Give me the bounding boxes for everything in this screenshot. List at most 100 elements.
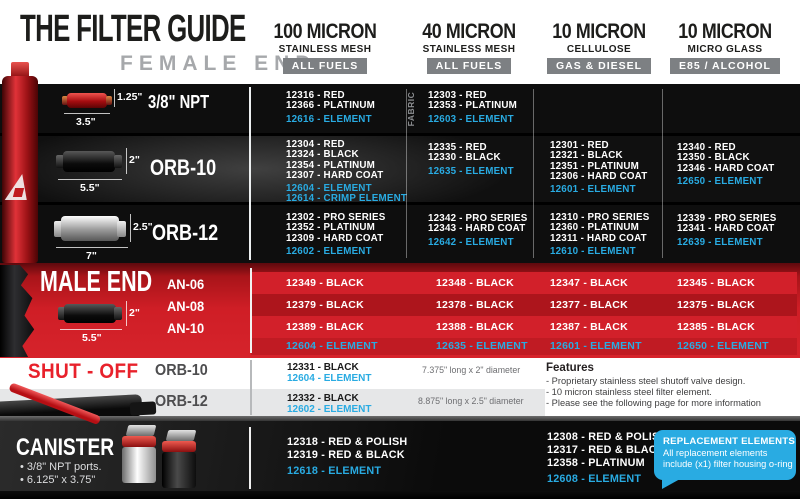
label-column-divider [250, 360, 252, 415]
pline: 12339 - PRO SERIES [677, 213, 777, 224]
element-list: 12635 - ELEMENT [428, 166, 548, 177]
mpart: 12348 - BLACK [436, 277, 514, 289]
canister-bracket [165, 430, 197, 441]
dimension-line [56, 247, 128, 248]
fuel-badge: ALL FUELS [282, 58, 368, 74]
male-parts-column: 12347 - BLACK 12377 - BLACK 12387 - BLACK … [550, 272, 700, 355]
male-end-section: MALE END AN-06 AN-08 AN-10 2" 5.5" 12349… [0, 263, 800, 358]
mpart: 12385 - BLACK [677, 321, 755, 333]
mpart: 12378 - BLACK [436, 299, 514, 311]
part-list: 12301 - RED 12321 - BLACK 12351 - PLATINUM… [550, 140, 675, 182]
element-list: 12616 - ELEMENT [286, 114, 426, 125]
feat-line: - Proprietary stainless steel shutoff va… [546, 376, 746, 386]
cpart: 12319 - RED & BLACK [287, 449, 405, 461]
filter-illustration-black [58, 304, 122, 323]
element-line: 12650 - ELEMENT [677, 340, 769, 352]
pline: 12302 - PRO SERIES [286, 212, 386, 223]
canister-photo-silver [122, 425, 157, 483]
row-label-npt: 3/8" NPT [148, 92, 210, 112]
part-list: 12340 - RED 12350 - BLACK 12346 - HARD COA… [677, 142, 797, 174]
parts-cell: 12340 - RED 12350 - BLACK 12346 - HARD COA… [677, 142, 797, 187]
filter-illustration-black [56, 151, 122, 172]
label-column-divider [250, 268, 252, 353]
eline: 12650 - ELEMENT [677, 175, 763, 187]
replacement-elements-callout: REPLACEMENT ELEMENTS All replacement ele… [654, 430, 796, 489]
part-list: 12308 - RED & POLISH 12317 - RED & BLACK 1… [547, 431, 717, 470]
element-list: 12650 - ELEMENT [677, 175, 797, 187]
dim-length: 5.5" [80, 182, 100, 194]
eline: 12603 - ELEMENT [428, 113, 514, 125]
eline: 12610 - ELEMENT [550, 245, 636, 257]
part-list: 12339 - PRO SERIES 12341 - HARD COAT [677, 213, 797, 235]
mpart: 12389 - BLACK [286, 321, 364, 333]
parts-cell: 12339 - PRO SERIES 12341 - HARD COAT 1263… [677, 213, 797, 248]
row-stripe-an08 [251, 294, 797, 316]
pline: 12306 - HARD COAT [550, 170, 648, 182]
column-divider [406, 89, 407, 258]
parts-cell: 12301 - RED 12321 - BLACK 12351 - PLATINUM… [550, 140, 675, 196]
eline: 12601 - ELEMENT [550, 184, 636, 196]
micron-label: 10 MICRON [678, 20, 772, 43]
pline: 12360 - PLATINUM [550, 222, 640, 234]
pline: 12342 - PRO SERIES [428, 213, 528, 224]
shut-off-section: SHUT - OFF ORB-10 12331 - BLACK 12604 - … [0, 358, 800, 426]
pline: 12304 - RED [286, 139, 345, 150]
parts-cell: 12302 - PRO SERIES 12352 - PLATINUM 12309 … [286, 212, 426, 257]
part-list: 12345 - BLACK 12375 - BLACK 12385 - BLACK [677, 272, 800, 338]
part-line: 12332 - BLACK [287, 393, 359, 404]
pline: 12311 - HARD COAT [550, 232, 647, 244]
parts-cell: 12335 - RED 12330 - BLACK 12635 - ELEMENT [428, 142, 548, 177]
element-line: 12604 - ELEMENT [287, 373, 372, 384]
element-line: 12602 - ELEMENT [287, 404, 372, 415]
pline: 12321 - BLACK [550, 150, 623, 162]
part-list: 12302 - PRO SERIES 12352 - PLATINUM 12309 … [286, 212, 426, 244]
row-orb10: 2" 5.5" ORB-10 12304 - RED 12324 - BLACK 1… [0, 136, 800, 205]
dimension-text: 7.375" long x 2" diameter [422, 365, 521, 375]
element-list: 12601 - ELEMENT [550, 184, 675, 196]
media-label: MICRO GLASS [687, 44, 763, 55]
column-divider [533, 89, 534, 258]
row-label-orb10: ORB-10 [155, 362, 208, 379]
mpart: 12345 - BLACK [677, 277, 755, 289]
pline: 12301 - RED [550, 140, 609, 151]
pline: 12324 - BLACK [286, 149, 359, 161]
an-fitting-photo [0, 265, 35, 357]
pline: 12309 - HARD COAT [286, 232, 384, 244]
male-end-heading: MALE END [40, 266, 153, 298]
row-stripe-elements [251, 338, 797, 355]
parts-cell: 12310 - PRO SERIES 12360 - PLATINUM 12311 … [550, 212, 675, 257]
shutoff-valve-outlet [129, 401, 157, 416]
callout-title: REPLACEMENT ELEMENTS [663, 436, 795, 447]
media-label: STAINLESS MESH [278, 44, 372, 55]
dimension-line [130, 214, 131, 242]
canister-parts-column: 12308 - RED & POLISH 12317 - RED & BLACK 1… [547, 431, 717, 485]
eline: 12639 - ELEMENT [677, 236, 763, 248]
part-list: 12304 - RED 12324 - BLACK 12354 - PLATINUM… [286, 139, 426, 181]
pline: 12351 - PLATINUM [550, 160, 640, 172]
feat-line: - Please see the following page for more… [546, 398, 761, 408]
column-divider [662, 89, 663, 258]
feat-line: - 10 micron stainless steel filter eleme… [546, 387, 712, 397]
element-list: 12642 - ELEMENT [428, 236, 548, 248]
red-filter-photo [2, 62, 38, 263]
fabric-note: FABRIC [406, 91, 416, 127]
dim-height: 2.5" [133, 221, 153, 233]
callout-text: All replacement elements include (x1) fil… [654, 448, 796, 470]
eline: 12642 - ELEMENT [428, 236, 514, 248]
eline: 12604 - ELEMENT [286, 183, 372, 195]
pline: 12303 - RED [428, 90, 487, 101]
dim-length: 7" [86, 250, 97, 262]
pline: 12343 - HARD COAT [428, 223, 526, 235]
element-line: 12604 - ELEMENT [286, 340, 378, 352]
parts-cell: 12304 - RED 12324 - BLACK 12354 - PLATINUM… [286, 139, 426, 205]
row-label-orb12: ORB-12 [155, 393, 208, 410]
dim-height: 2" [129, 307, 140, 319]
parts-cell: 12316 - RED 12366 - PLATINUM 12616 - ELEM… [286, 90, 426, 125]
part-list: 12318 - RED & POLISH 12319 - RED & BLACK [287, 436, 457, 462]
fuel-badge: E85 / ALCOHOL [670, 58, 780, 74]
column-header-10-micron-cellulose: 10 MICRON CELLULOSE GAS & DIESEL [530, 20, 668, 74]
bullet-line: • 6.125" x 3.75" [20, 474, 96, 486]
pline: 12340 - RED [677, 142, 736, 153]
part-list: 12303 - RED 12353 - PLATINUM [428, 90, 548, 112]
